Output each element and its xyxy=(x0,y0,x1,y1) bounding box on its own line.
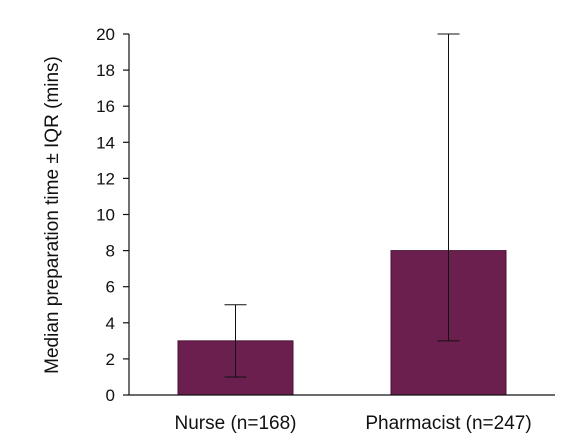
y-tick-label: 6 xyxy=(106,278,115,297)
x-category-label: Pharmacist (n=247) xyxy=(365,413,531,434)
y-tick-label: 16 xyxy=(96,97,115,116)
y-tick-label: 18 xyxy=(96,61,115,80)
y-tick-label: 0 xyxy=(106,386,115,405)
bars xyxy=(177,250,507,396)
x-category-label: Nurse (n=168) xyxy=(175,413,297,434)
x-axis-labels: Nurse (n=168) Pharmacist (n=247) xyxy=(175,413,532,434)
y-tick-label: 2 xyxy=(106,350,115,369)
y-tick-label: 14 xyxy=(96,133,115,152)
y-tick-label: 4 xyxy=(106,314,115,333)
y-tick-label: 20 xyxy=(96,25,115,44)
y-tick-label: 12 xyxy=(96,169,115,188)
y-tick-label: 8 xyxy=(106,242,115,261)
y-axis-title: Median preparation time ± IQR (mins) xyxy=(42,56,63,374)
error-bars xyxy=(224,33,460,378)
y-tick-label: 10 xyxy=(96,206,115,225)
y-axis-ticks: 0 2 4 6 8 10 12 14 16 18 20 xyxy=(96,25,129,405)
